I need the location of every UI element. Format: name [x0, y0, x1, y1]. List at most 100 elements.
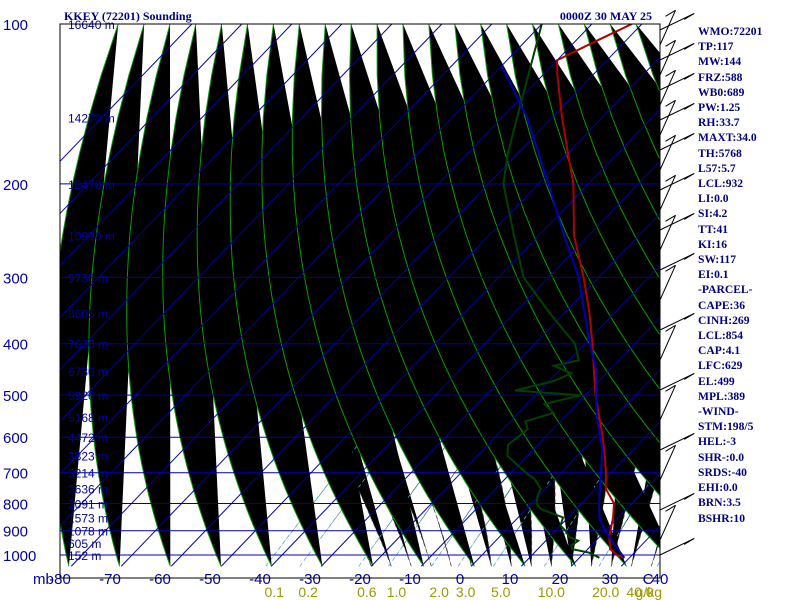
pressure-tick-label: 900	[3, 524, 28, 541]
isotherm-line	[60, 24, 343, 319]
pressure-tick-label: 600	[3, 430, 28, 447]
index-item: STM:198/5	[698, 420, 754, 434]
parcel-profile	[500, 65, 626, 559]
height-label: 2091 m	[68, 498, 108, 512]
wind-barb	[659, 174, 676, 211]
height-label: 1573 m	[68, 512, 108, 526]
wind-barb	[659, 538, 695, 556]
wind-barb	[659, 433, 695, 451]
isotherm-line	[220, 108, 660, 567]
wind-barb	[659, 493, 695, 511]
index-item: LCL:932	[698, 177, 744, 191]
wind-barb	[659, 43, 695, 61]
isotherm-line	[370, 264, 660, 567]
pressure-tick-label: 1000	[3, 548, 36, 565]
height-label: 6730 m	[68, 365, 108, 379]
index-item: BSHR:10	[698, 511, 746, 525]
wind-barb	[659, 444, 676, 481]
mixing-ratio-unit: g/kg	[636, 584, 662, 600]
isotherm-line	[420, 316, 660, 567]
index-item: EL:499	[698, 374, 735, 388]
isotherm-line	[60, 24, 243, 215]
pressure-tick-label: 300	[3, 270, 28, 287]
index-item: WB0:689	[698, 85, 745, 99]
index-item: WMO:72201	[698, 25, 763, 38]
index-item: MPL:389	[698, 389, 746, 403]
index-item: FRZ:588	[698, 70, 743, 84]
index-item: SW:117	[698, 253, 737, 267]
index-item: LCL:854	[698, 329, 744, 343]
height-label: 605 m	[68, 537, 101, 551]
isotherm-line	[120, 24, 643, 567]
height-label: 5920 m	[68, 389, 108, 403]
profile-lines	[500, 24, 633, 559]
wind-barb	[659, 13, 695, 31]
wind-barb	[659, 324, 676, 361]
index-item: SHR-:0.0	[698, 450, 745, 464]
wind-barb	[659, 253, 695, 271]
pressure-tick-label: 800	[3, 497, 28, 514]
y-axis-label: mb	[33, 571, 54, 588]
dry-adiabat-line	[162, 24, 222, 567]
mixing-ratio-label: 5.0	[491, 584, 511, 600]
plot-frame	[59, 23, 661, 579]
mixing-ratio-label: 0.1	[264, 584, 284, 600]
temperature-tick-label: -10	[399, 571, 421, 588]
height-label: 10990 m	[68, 229, 115, 243]
index-item: CAPE:36	[698, 298, 746, 312]
dry-adiabat-line	[583, 24, 660, 222]
height-label: 7630 m	[68, 338, 108, 352]
temperature-tick-label: 20	[552, 571, 569, 588]
dry-adiabat-line	[609, 24, 660, 161]
wind-barb	[659, 213, 695, 231]
height-label: 1078 m	[68, 525, 108, 539]
index-item: SRDS:-40	[698, 465, 747, 479]
mixing-ratio-label: 2.0	[429, 584, 449, 600]
temperature-tick-label: -50	[199, 571, 221, 588]
height-label: 8605 m	[68, 307, 108, 321]
mixing-ratio-label: 0.2	[298, 584, 318, 600]
isotherm-line	[60, 24, 493, 475]
pressure-tick-label: 100	[3, 17, 28, 34]
index-item: -PARCEL-	[698, 283, 753, 297]
height-label: 5168 m	[68, 411, 108, 425]
wind-barb	[659, 133, 695, 151]
mixing-ratio-label: 0.6	[357, 584, 377, 600]
temperature-tick-label: 10	[502, 571, 519, 588]
temperature-tick-label: -60	[149, 571, 171, 588]
temperature-tick-label: -20	[349, 571, 371, 588]
pressure-tick-label: 400	[3, 337, 28, 354]
mixing-ratio-line	[656, 560, 660, 567]
index-item: EHI:0.0	[698, 481, 738, 495]
height-label: 12470 m	[68, 178, 115, 192]
isotherm-line	[60, 24, 393, 371]
height-label: 2636 m	[68, 483, 108, 497]
dry-adiabat-line	[60, 24, 119, 567]
wind-barb	[659, 313, 695, 331]
index-item: SI:4.2	[698, 207, 728, 221]
height-label: 3214 m	[68, 467, 108, 481]
dry-adiabat-line	[88, 24, 145, 567]
index-item: BRN:3.5	[698, 496, 741, 510]
isotherm-line	[70, 24, 593, 567]
height-label: 152 m	[68, 549, 101, 563]
mixing-ratio-label: 3.0	[456, 584, 476, 600]
index-item: CAP:4.1	[698, 344, 741, 358]
isotherm-line	[170, 56, 660, 567]
wind-barb	[659, 103, 695, 121]
wind-barb	[659, 214, 676, 251]
index-item: EI:0.1	[698, 268, 729, 282]
index-item: TP:117	[698, 40, 734, 54]
index-item: PW:1.25	[698, 101, 741, 115]
temperature-profile	[556, 24, 633, 559]
sounding-indices-panel: WMO:72201 TP:117 MW:144 FRZ:588 WB0:689 PW:1.…	[698, 24, 798, 526]
temperature-tick-label: 0	[456, 571, 464, 588]
temperature-tick-label: 30	[602, 571, 619, 588]
dry-adiabat-line	[532, 24, 660, 336]
temperature-tick-label: -40	[249, 571, 271, 588]
pressure-tick-label: 500	[3, 388, 28, 405]
wind-barbs	[659, 9, 695, 556]
temperature-tick-label: -30	[299, 571, 321, 588]
index-item: MW:144	[698, 55, 742, 69]
